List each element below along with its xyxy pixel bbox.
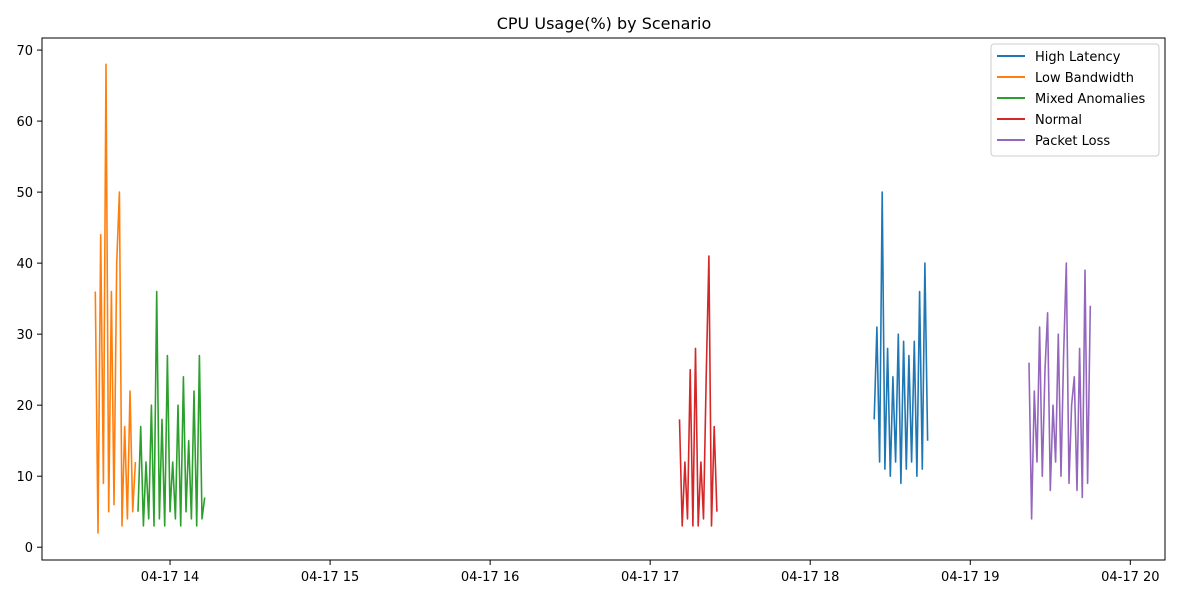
legend-label-low-bandwidth: Low Bandwidth (1035, 71, 1134, 86)
plot-frame (41, 37, 1166, 561)
series-line-mixed-anomalies (137, 290, 206, 527)
legend-label-normal: Normal (1035, 113, 1082, 128)
x-tick-label: 04-17 17 (621, 570, 679, 585)
legend-box (990, 43, 1160, 157)
series-layer (94, 63, 1092, 534)
y-tick-label: 30 (16, 328, 33, 343)
x-tick-label: 04-17 18 (781, 570, 839, 585)
y-tick-label: 70 (16, 44, 33, 59)
legend-label-high-latency: High Latency (1035, 50, 1121, 65)
series-line-low-bandwidth (94, 63, 137, 534)
x-axis: 04-17 14 04-17 15 04-17 16 04-17 17 04-17 18… (141, 560, 1160, 585)
x-tick-label: 04-17 20 (1101, 570, 1159, 585)
y-tick-label: 20 (16, 399, 33, 414)
series-line-high-latency (873, 191, 929, 485)
legend: High Latency Low Bandwidth Mixed Anomalies… (990, 43, 1160, 157)
chart-title: CPU Usage(%) by Scenario (497, 14, 712, 33)
series-line-packet-loss (1028, 262, 1092, 520)
x-tick-label: 04-17 15 (301, 570, 359, 585)
y-tick-label: 0 (25, 541, 33, 556)
y-axis: 0 10 20 30 40 50 60 70 (16, 44, 42, 556)
x-tick-label: 04-17 14 (141, 570, 199, 585)
x-tick-label: 04-17 16 (461, 570, 519, 585)
y-tick-label: 50 (16, 186, 33, 201)
y-tick-label: 60 (16, 115, 33, 130)
y-tick-label: 40 (16, 257, 33, 272)
legend-label-mixed-anomalies: Mixed Anomalies (1035, 92, 1145, 107)
x-tick-label: 04-17 19 (941, 570, 999, 585)
legend-label-packet-loss: Packet Loss (1035, 134, 1110, 149)
series-line-normal (678, 255, 718, 527)
y-tick-label: 10 (16, 470, 33, 485)
